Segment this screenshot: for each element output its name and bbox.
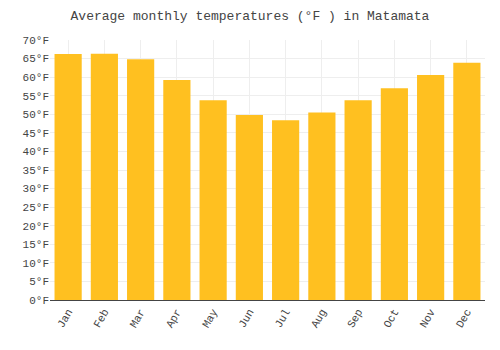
svg-text:10°F: 10°F: [23, 258, 49, 270]
svg-text:Apr: Apr: [164, 307, 184, 330]
svg-text:15°F: 15°F: [23, 239, 49, 251]
svg-text:Mar: Mar: [128, 307, 148, 330]
svg-text:Dec: Dec: [454, 307, 474, 330]
svg-text:Average monthly temperatures (: Average monthly temperatures (°F ) in Ma…: [71, 9, 430, 24]
svg-text:60°F: 60°F: [23, 72, 49, 84]
svg-text:45°F: 45°F: [23, 128, 49, 140]
svg-text:0°F: 0°F: [29, 295, 49, 307]
svg-text:Oct: Oct: [381, 307, 401, 330]
svg-text:40°F: 40°F: [23, 146, 49, 158]
svg-text:35°F: 35°F: [23, 165, 49, 177]
svg-text:55°F: 55°F: [23, 91, 49, 103]
svg-text:Jun: Jun: [236, 307, 256, 330]
svg-text:Sep: Sep: [345, 307, 365, 330]
svg-text:Nov: Nov: [418, 307, 438, 330]
svg-text:May: May: [200, 307, 220, 330]
svg-text:70°F: 70°F: [23, 35, 49, 47]
svg-text:25°F: 25°F: [23, 202, 49, 214]
svg-text:65°F: 65°F: [23, 53, 49, 65]
svg-text:30°F: 30°F: [23, 183, 49, 195]
svg-text:50°F: 50°F: [23, 109, 49, 121]
svg-text:Jan: Jan: [55, 307, 75, 330]
svg-text:Aug: Aug: [309, 307, 329, 330]
svg-text:5°F: 5°F: [29, 276, 49, 288]
svg-text:20°F: 20°F: [23, 221, 49, 233]
svg-text:Feb: Feb: [91, 307, 111, 330]
svg-text:Jul: Jul: [273, 307, 293, 330]
